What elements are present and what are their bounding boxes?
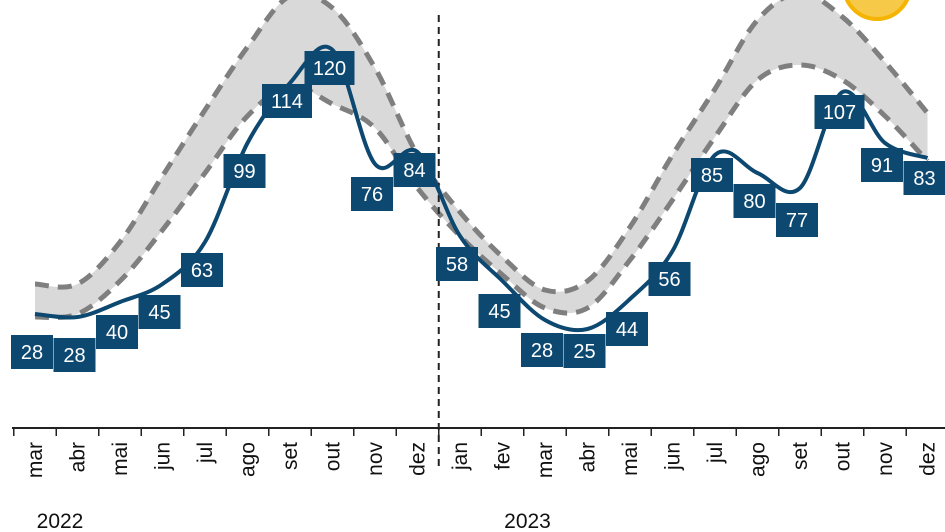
data-label-box [138,295,181,329]
x-tick-label: nov [874,442,897,476]
band-upper-line [34,0,930,295]
data-label-box [733,184,776,218]
x-tick-label: jul [704,442,727,464]
x-tick-label: mai [619,442,642,476]
x-tick-label: out [832,442,855,471]
band-area [35,0,928,318]
data-labels: 28 28 40 45 63 99 114 120 76 84 58 45 28 25 44 56 85 80 77… [11,51,945,372]
data-label: 58 [446,254,468,276]
data-label-box [521,333,563,367]
x-tick-label: ago [237,442,260,477]
data-label-box [393,153,436,187]
year-label: 2023 [504,510,551,532]
x-tick-label: jun [152,442,175,471]
data-label: 91 [871,155,893,177]
data-label: 28 [21,342,43,364]
data-label: 25 [573,341,595,363]
data-label-box [776,203,818,237]
data-label-box [903,161,945,195]
x-tick-label: out [322,442,345,471]
x-tick-label: mar [534,442,557,478]
data-label: 114 [271,91,303,113]
year-label: 2022 [37,510,84,532]
data-label: 44 [616,319,638,341]
data-label: 77 [786,210,808,232]
x-tick-label: dez [407,442,430,476]
x-tick-label: dez [917,442,940,476]
x-tick-label: mai [109,442,132,476]
data-label: 120 [313,58,346,80]
data-label: 56 [658,269,680,291]
data-label-box [304,51,355,85]
data-label: 76 [361,184,383,206]
data-label: 45 [488,301,510,323]
data-label-box [648,262,691,296]
x-tick-label: mar [24,442,47,478]
data-label: 107 [823,102,856,124]
x-tick-label: jan [449,442,472,471]
x-tick-label: set [789,442,812,470]
x-tick-label: set [279,442,302,470]
data-label: 63 [191,260,213,282]
data-label-box [223,154,266,188]
data-label-box [606,312,648,346]
x-axis-ticks [13,428,907,436]
x-tick-label: abr [67,442,90,472]
sun-icon [844,0,910,21]
data-label-box [436,247,478,281]
data-label: 28 [531,340,553,362]
data-label: 28 [63,345,85,367]
data-label-box [262,84,312,118]
x-tick-label: jul [194,442,217,464]
data-label-box [351,177,393,211]
data-label: 85 [701,165,723,187]
data-label-box [11,335,53,369]
data-label: 80 [743,191,765,213]
x-tick-label: fev [492,442,515,471]
data-label-box [563,334,606,368]
data-label: 83 [913,168,935,190]
data-label-box [181,253,223,287]
data-label-box [53,338,96,372]
data-label-box [96,315,138,349]
data-label-box [861,148,903,182]
year-labels: 2022 2023 [37,510,551,532]
data-label: 40 [106,322,128,344]
data-label-box [691,158,733,192]
x-tick-label: jun [662,442,685,471]
x-tick-label: abr [577,442,600,472]
data-label-box [814,95,865,129]
x-axis-tick-labels: mar abr mai jun jul ago set out nov dez jan fev mar a… [24,442,940,479]
data-label: 45 [148,302,170,324]
data-label: 84 [403,160,425,182]
x-tick-label: nov [364,442,387,476]
data-label-box [478,294,521,328]
x-tick-label: ago [747,442,770,477]
data-label: 99 [233,161,255,183]
